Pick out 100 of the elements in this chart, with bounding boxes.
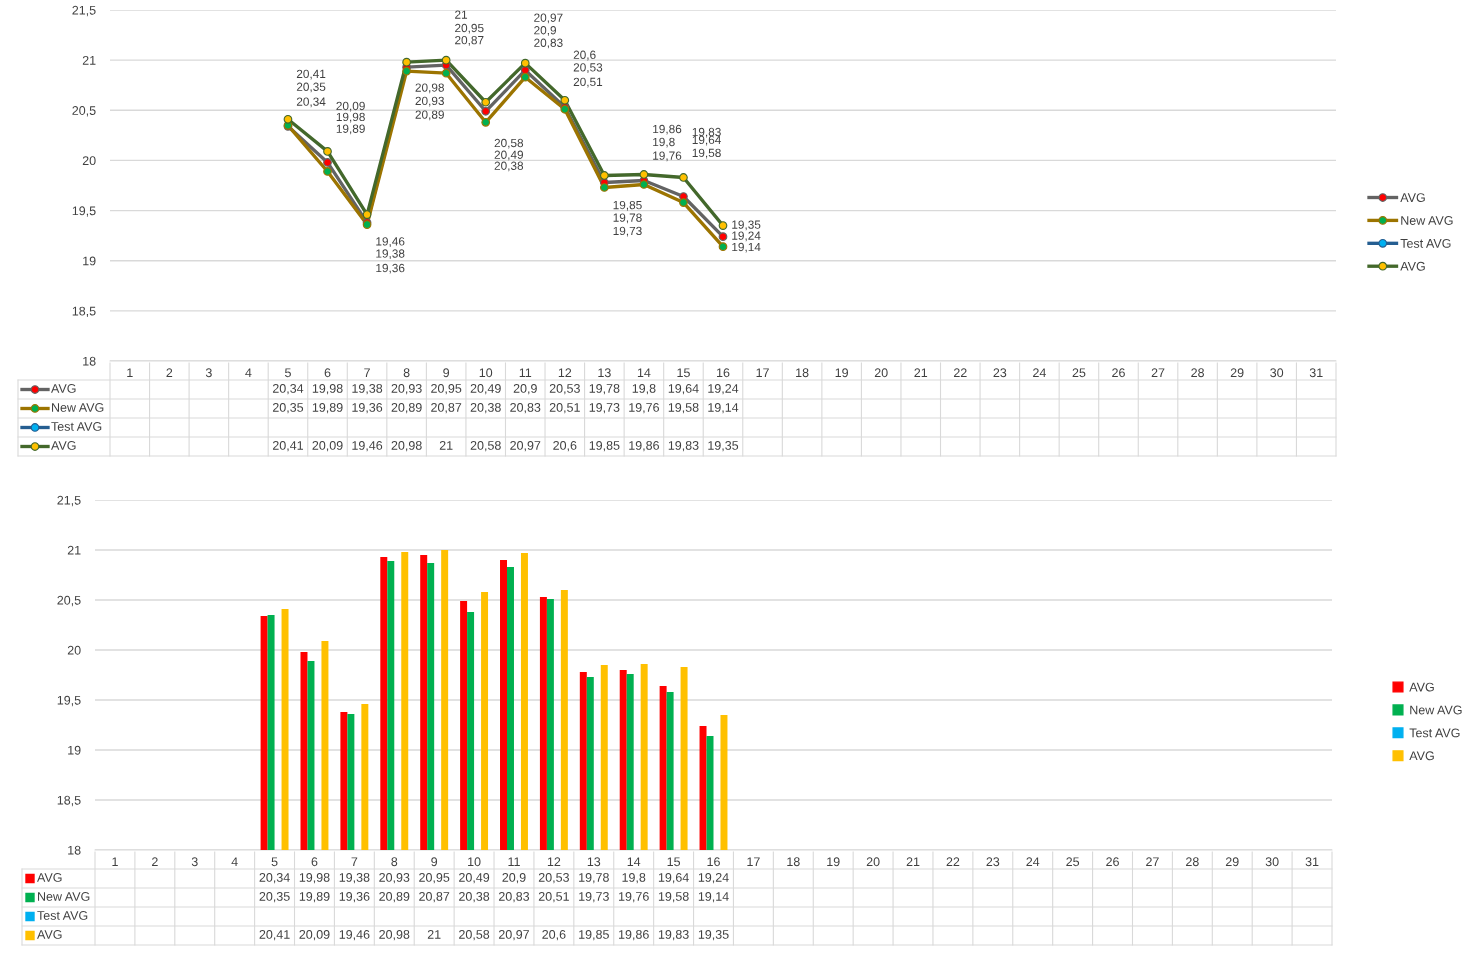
text: 19,8 (653, 137, 675, 148)
x-tick-label: 2 (166, 368, 173, 377)
text: 20,6 (573, 50, 596, 61)
data-label: 19,64 (658, 873, 689, 884)
y-tick-label: 18,5 (72, 306, 96, 317)
x-tick-label: 16 (717, 368, 730, 378)
x-tick-label: 8 (391, 857, 398, 867)
x-tick-label: 16 (707, 857, 720, 867)
data-label: 19,36 (339, 892, 370, 903)
x-tick-label: 15 (677, 368, 690, 378)
x-tick-label: 19 (835, 368, 849, 378)
data-label: 19,85 (579, 930, 609, 941)
text: 19,35 (732, 220, 761, 231)
data-label: 19,83 (658, 930, 689, 941)
y-tick-label: 19,5 (57, 695, 81, 707)
x-tick-label: 22 (946, 857, 960, 866)
x-tick-label: 28 (1191, 368, 1204, 378)
data-label: 19,46 (339, 930, 370, 941)
text: 19,38 (376, 249, 405, 260)
text: 20,87 (455, 35, 484, 46)
y-tick-label: 18,5 (57, 795, 81, 807)
x-tick-label: 27 (1151, 368, 1165, 377)
text: 19,86 (653, 124, 682, 135)
x-tick-label: 21 (914, 368, 928, 377)
data-label: 21 (439, 441, 453, 450)
text: 20,58 (494, 138, 524, 149)
text: 20,89 (415, 110, 444, 121)
data-label: 20,83 (498, 892, 530, 903)
text: 19,36 (376, 263, 405, 274)
x-tick-label: 23 (986, 857, 1000, 867)
legend-label: AVG (51, 441, 76, 450)
x-tick-label: 11 (519, 368, 532, 377)
text: New AVG (1410, 705, 1462, 715)
data-label: 20,09 (299, 930, 330, 941)
legend-label: New AVG (38, 892, 90, 901)
legend-label: New AVG (52, 403, 104, 412)
x-tick-label: 31 (1309, 368, 1323, 378)
x-tick-label: 10 (479, 368, 493, 378)
x-tick-label: 9 (431, 857, 438, 867)
data-label: 20,98 (379, 930, 410, 941)
data-label: 20,49 (459, 873, 490, 884)
y-tick-label: 21 (82, 55, 96, 65)
text: 19,78 (613, 213, 642, 224)
x-tick-label: 29 (1230, 368, 1244, 378)
x-tick-label: 12 (547, 857, 561, 866)
text: AVG (1409, 682, 1434, 692)
data-label: 20,58 (459, 930, 490, 941)
x-tick-label: 6 (324, 368, 331, 378)
text: 19,58 (692, 148, 721, 159)
data-label: 20,35 (272, 403, 304, 414)
data-label: 19,46 (352, 441, 383, 452)
text: AVG (1400, 261, 1425, 271)
x-tick-label: 26 (1106, 857, 1119, 867)
text: 19,76 (653, 151, 682, 162)
data-label: 20,89 (379, 892, 410, 903)
data-label: 19,85 (589, 441, 620, 452)
data-label: 19,24 (708, 384, 739, 395)
data-label: 19,58 (658, 892, 689, 903)
data-label: 20,98 (391, 441, 422, 452)
legend-label: AVG (37, 930, 62, 939)
data-label: 20,95 (431, 384, 462, 395)
data-label: 20,34 (259, 873, 290, 884)
data-label: 19,76 (629, 403, 659, 414)
x-tick-label: 1 (127, 368, 133, 377)
text: 20,97 (534, 13, 563, 24)
data-label: 20,9 (502, 873, 526, 884)
x-tick-label: 18 (787, 857, 800, 867)
data-label: 20,38 (470, 403, 501, 414)
text: 20,41 (296, 69, 326, 80)
data-label: 19,24 (698, 873, 729, 884)
y-tick-label: 21,5 (57, 495, 81, 507)
text: 20,49 (494, 150, 524, 161)
x-tick-label: 1 (112, 857, 118, 866)
y-tick-label: 18 (83, 356, 96, 366)
x-tick-label: 4 (245, 368, 252, 377)
text: 20,35 (296, 82, 326, 93)
data-label: 19,38 (352, 384, 383, 395)
x-tick-label: 31 (1305, 857, 1319, 867)
x-tick-label: 3 (205, 368, 212, 378)
x-tick-label: 9 (443, 368, 450, 378)
data-label: 20,87 (431, 403, 462, 414)
text: 20,93 (415, 96, 444, 107)
data-label: 20,95 (419, 873, 450, 884)
x-tick-label: 20 (874, 368, 888, 378)
text: AVG (1400, 193, 1425, 202)
x-tick-label: 18 (796, 368, 809, 378)
data-label: 20,6 (542, 930, 566, 941)
x-tick-label: 27 (1146, 857, 1159, 866)
data-label: 19,89 (312, 403, 343, 414)
y-tick-label: 20 (67, 645, 81, 655)
data-label: 20,89 (391, 403, 422, 414)
text: 20,34 (296, 97, 326, 108)
legend-label: Test AVG (1400, 238, 1451, 248)
data-label: 19,98 (299, 873, 330, 884)
data-label: 19,58 (668, 403, 699, 414)
x-tick-label: 25 (1072, 368, 1086, 378)
data-label: 19,8 (622, 873, 646, 884)
x-tick-label: 24 (1033, 368, 1046, 377)
x-tick-label: 14 (627, 857, 641, 866)
x-tick-label: 10 (468, 857, 481, 867)
